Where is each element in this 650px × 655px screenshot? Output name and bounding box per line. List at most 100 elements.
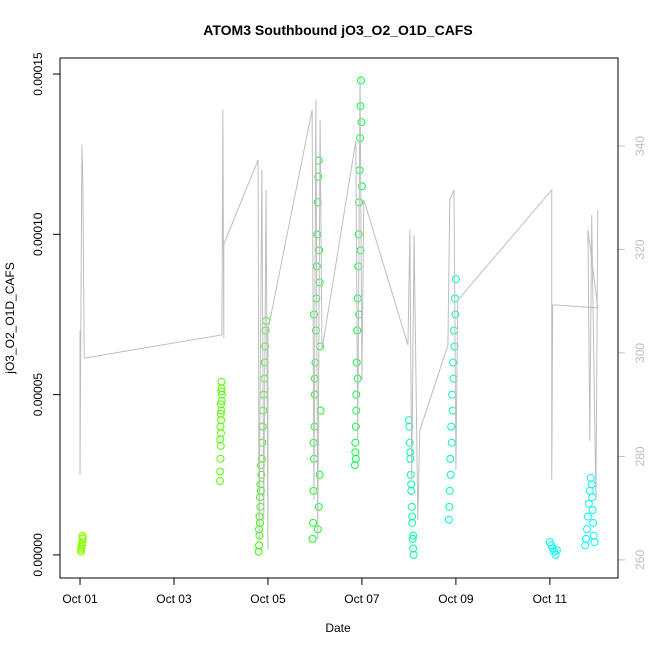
point [407, 480, 416, 489]
point [77, 542, 86, 551]
y2-tick-label: 280 [633, 446, 647, 466]
point [257, 470, 266, 479]
y-tick-label: 0.00010 [31, 212, 45, 256]
point [216, 454, 225, 463]
point [352, 390, 361, 399]
point [261, 326, 270, 335]
point [446, 470, 455, 479]
point [254, 547, 263, 556]
point [445, 486, 454, 495]
point [582, 534, 591, 543]
x-tick-label: Oct 11 [533, 592, 568, 606]
point [314, 172, 323, 181]
y2-tick-label: 300 [633, 343, 647, 363]
point [356, 246, 365, 255]
point [445, 502, 454, 511]
point [583, 512, 592, 521]
x-tick-label: Oct 03 [156, 592, 192, 606]
point [255, 518, 264, 527]
y-tick-label: 0.00000 [31, 533, 45, 577]
point [406, 454, 415, 463]
point [586, 473, 595, 482]
x-tick-label: Oct 07 [344, 592, 380, 606]
y-tick-label: 0.00005 [31, 373, 45, 417]
point [78, 533, 87, 542]
point [582, 525, 591, 534]
point [217, 387, 226, 396]
point [590, 538, 599, 547]
point [350, 461, 359, 470]
point [216, 467, 225, 476]
point [77, 539, 86, 548]
point [408, 518, 417, 527]
y2-tick-label: 260 [633, 550, 647, 570]
point [406, 448, 415, 457]
point [409, 531, 418, 540]
chart-title: ATOM3 Southbound jO3_O2_O1D_CAFS [203, 22, 472, 38]
point [406, 470, 415, 479]
point [216, 422, 225, 431]
y2-tick-label: 320 [633, 239, 647, 259]
point [351, 454, 360, 463]
point [551, 550, 560, 559]
point [216, 409, 225, 418]
point [407, 486, 416, 495]
point [408, 512, 417, 521]
point [352, 406, 361, 415]
point [588, 506, 597, 515]
point [216, 441, 225, 450]
point [76, 546, 85, 555]
point [409, 550, 418, 559]
point [217, 384, 226, 393]
point [216, 477, 225, 486]
point [351, 438, 360, 447]
point [356, 76, 365, 85]
x-tick-label: Oct 09 [438, 592, 474, 606]
point [407, 502, 416, 511]
point [217, 406, 226, 415]
point [310, 310, 319, 319]
point [449, 358, 458, 367]
y-tick-label: 0.00015 [31, 52, 45, 96]
point [589, 531, 598, 540]
point [308, 534, 317, 543]
line-series [79, 75, 599, 550]
x-tick-label: Oct 05 [250, 592, 286, 606]
point [451, 310, 460, 319]
point [357, 182, 366, 191]
point [589, 518, 598, 527]
y-axis-label: jO3_O2_O1D_CAFS [3, 262, 17, 374]
point [447, 422, 456, 431]
point [351, 422, 360, 431]
point [216, 435, 225, 444]
point [216, 400, 225, 409]
point [409, 544, 418, 553]
point [405, 422, 414, 431]
point [408, 534, 417, 543]
point [255, 541, 264, 550]
x-axis-label: Date [325, 621, 351, 635]
point [314, 502, 323, 511]
point [357, 118, 366, 127]
point [581, 541, 590, 550]
point [584, 499, 593, 508]
point [451, 275, 460, 284]
plot-frame [59, 57, 619, 579]
point [450, 342, 459, 351]
point [217, 377, 226, 386]
point [217, 397, 226, 406]
point [351, 448, 360, 457]
point [552, 546, 561, 555]
x-tick-label: Oct 01 [62, 592, 98, 606]
point [217, 416, 226, 425]
point [405, 438, 414, 447]
point [447, 438, 456, 447]
point [446, 454, 455, 463]
point [216, 429, 225, 438]
y2-tick-label: 340 [633, 136, 647, 156]
point [315, 470, 324, 479]
point [217, 390, 226, 399]
point [309, 518, 318, 527]
